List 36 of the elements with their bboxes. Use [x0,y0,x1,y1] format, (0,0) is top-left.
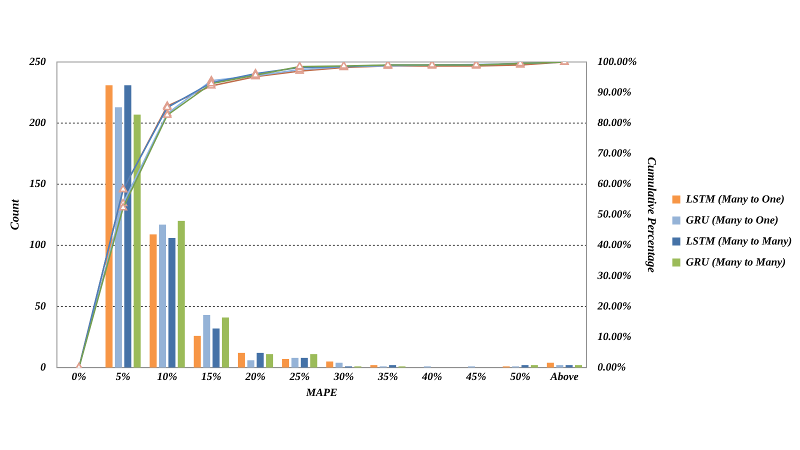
y2-tick-label: 80.00% [598,116,632,129]
legend-label: GRU (Many to Many) [686,256,786,268]
y2-tick-label: 100.00% [598,56,637,68]
legend-label: GRU (Many to One) [686,214,778,226]
legend-label: LSTM (Many to One) [684,193,785,206]
y2-tick-label: 60.00% [598,178,632,190]
x-tick-label: 10% [157,371,178,384]
y2-axis-title: Cumulative Percentage [645,156,660,274]
x-tick-label: 40% [420,371,442,384]
y2-tick-label: 50.00% [598,208,632,221]
y-tick-label: 50 [34,300,46,312]
y2-tick-label: 20.00% [596,300,632,312]
legend-label: LSTM (Many to Many) [684,235,792,248]
x-tick-label: 0% [72,371,86,384]
x-tick-label: 45% [465,371,486,384]
y2-tick-label: 40.00% [596,239,632,252]
x-tick-label: 20% [244,371,266,384]
y2-tick-label: 30.00% [596,270,632,282]
x-axis-title: MAPE [305,387,338,400]
x-tick-label: 50% [510,371,530,384]
x-tick-label: 30% [332,371,354,384]
x-tick-label: 35% [376,371,398,384]
y-tick-label: 150 [29,178,46,190]
y2-tick-label: 10.00% [598,330,632,343]
y-tick-label: 200 [28,116,46,129]
y2-tick-label: 0.00% [598,361,626,374]
y2-tick-label: 70.00% [598,148,632,160]
y-tick-label: 250 [28,56,46,68]
x-tick-label: 5% [116,371,130,384]
x-tick-label: 15% [201,371,222,384]
y-tick-label: 100 [29,239,46,252]
y2-tick-label: 90.00% [598,86,632,98]
x-tick-label: 25% [288,371,310,384]
y-axis-title: Count [7,198,22,230]
x-tick-label: Above [549,371,579,384]
y-tick-label: 0 [40,361,46,374]
